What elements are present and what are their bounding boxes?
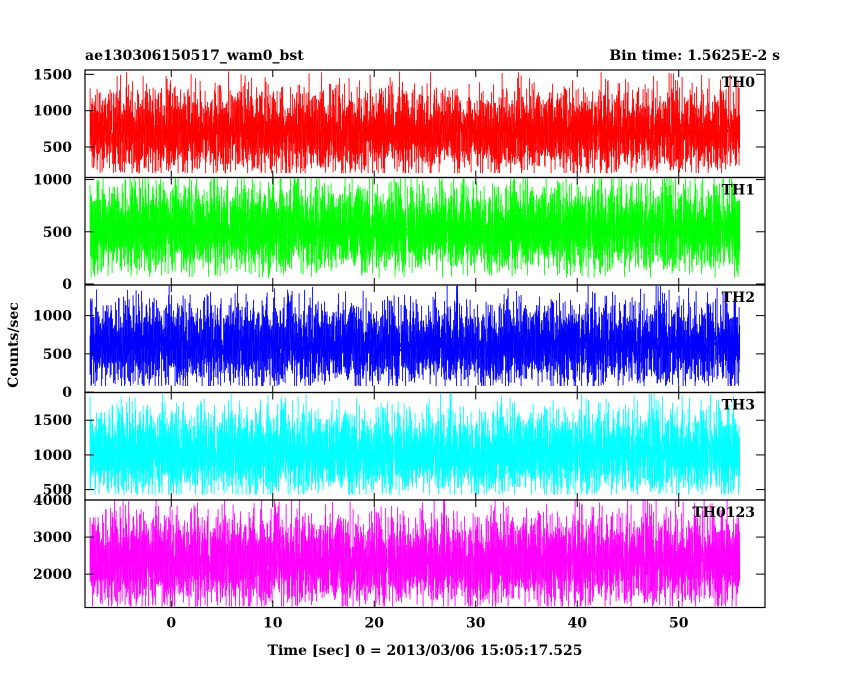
y-axis-label: Counts/sec bbox=[6, 302, 22, 388]
panel-frame bbox=[84, 499, 766, 609]
y-tick-label: 1000 bbox=[33, 173, 72, 189]
panel-label-th0: TH0 bbox=[722, 75, 756, 91]
series-th3 bbox=[89, 393, 741, 495]
y-tick-label: 500 bbox=[43, 347, 72, 363]
panel-th0123: 2000 3000 4000 TH0123 bbox=[33, 493, 766, 609]
x-tick-label: 20 bbox=[365, 616, 385, 632]
y-tick-label: 3000 bbox=[33, 530, 72, 546]
x-tick-label: 10 bbox=[263, 616, 283, 632]
y-tick-label: 2000 bbox=[33, 567, 72, 583]
y-tick-label: 1000 bbox=[33, 309, 72, 325]
panel-label-th3: TH3 bbox=[722, 398, 755, 414]
panel-label-th0123: TH0123 bbox=[692, 505, 755, 521]
y-tick-label: 0 bbox=[62, 277, 72, 293]
y-tick-label: 1000 bbox=[33, 448, 72, 464]
chart-title-left: ae130306150517_wam0_bst bbox=[85, 48, 304, 64]
x-tick-label: 40 bbox=[567, 616, 587, 632]
y-tick-label: 4000 bbox=[33, 493, 72, 509]
x-axis-label: Time [sec] 0 = 2013/03/06 15:05:17.525 bbox=[268, 643, 583, 659]
y-tick-label: 1500 bbox=[33, 413, 72, 429]
y-tick-label: 500 bbox=[43, 225, 72, 241]
series-th1 bbox=[89, 178, 741, 278]
x-tick-label: 0 bbox=[166, 616, 176, 632]
panel-th0: 500 1000 1500 TH0 bbox=[33, 67, 766, 179]
panel-label-th2: TH2 bbox=[722, 290, 755, 306]
x-tick-label: 30 bbox=[466, 616, 486, 632]
y-tick-label: 500 bbox=[43, 483, 72, 499]
x-tick-label: 50 bbox=[669, 616, 689, 632]
series-th2 bbox=[89, 285, 741, 386]
series-th0123 bbox=[89, 500, 741, 607]
y-tick-label: 1000 bbox=[33, 104, 72, 120]
series-th0 bbox=[89, 71, 741, 174]
panel-th1: 0 500 1000 TH1 bbox=[33, 173, 766, 293]
y-tick-label: 0 bbox=[62, 385, 72, 401]
panel-th2: 0 500 1000 TH2 bbox=[33, 284, 766, 401]
panel-label-th1: TH1 bbox=[722, 183, 755, 199]
chart-title-right: Bin time: 1.5625E-2 s bbox=[609, 48, 780, 64]
y-tick-label: 500 bbox=[43, 140, 72, 156]
y-tick-label: 1500 bbox=[33, 67, 72, 83]
panel-th3: 500 1000 1500 TH3 bbox=[33, 391, 766, 501]
